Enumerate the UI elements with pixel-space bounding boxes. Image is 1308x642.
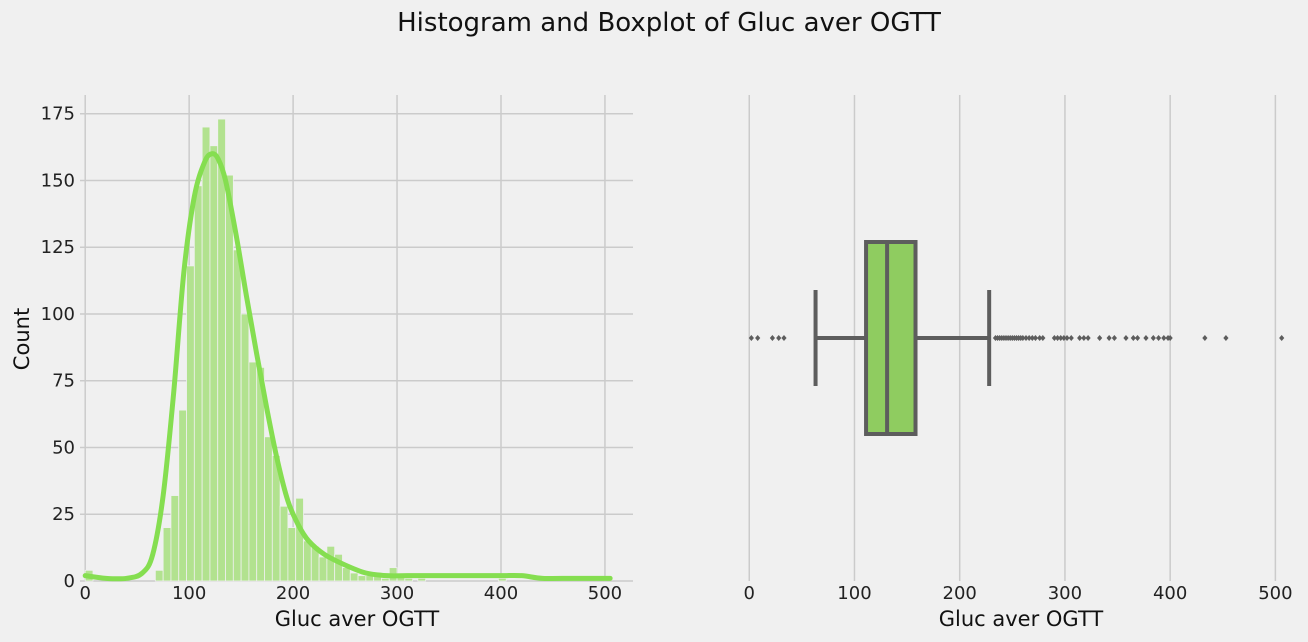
x-tick-label: 0 xyxy=(79,583,90,604)
x-tick-label: 200 xyxy=(276,583,310,604)
outlier-point xyxy=(1029,335,1035,341)
histogram-bar xyxy=(162,527,172,582)
outlier-point xyxy=(1097,335,1103,341)
x-tick-label: 300 xyxy=(380,583,414,604)
outlier-point xyxy=(1134,335,1141,341)
y-tick-label: 100 xyxy=(41,304,75,325)
y-tick-label: 150 xyxy=(41,170,75,191)
boxplot-box xyxy=(864,240,918,436)
outlier-point xyxy=(1106,335,1112,341)
histogram-bar xyxy=(287,527,297,582)
histogram-bar xyxy=(225,174,234,582)
outlier-point xyxy=(1061,335,1067,341)
outlier-point xyxy=(1130,335,1136,341)
x-tick-label: 300 xyxy=(1048,583,1082,604)
x-tick-label: 0 xyxy=(744,583,755,604)
box-iqr xyxy=(864,240,918,436)
outlier-point xyxy=(1051,335,1058,341)
histogram-bar xyxy=(232,249,242,582)
outlier-point xyxy=(1202,335,1208,341)
histogram-bar xyxy=(342,567,351,582)
histogram-y-axis-label: Count xyxy=(10,308,34,370)
outlier-point xyxy=(1020,335,1026,341)
boxplot-whiskers xyxy=(813,290,992,386)
outlier-point xyxy=(1123,335,1129,341)
histogram-bars xyxy=(84,118,507,582)
x-tick-label: 400 xyxy=(1153,583,1187,604)
outlier-point xyxy=(1279,335,1285,341)
y-tick-label: 50 xyxy=(52,437,75,458)
histogram-bar xyxy=(417,577,427,582)
outlier-point xyxy=(1161,335,1167,341)
x-tick-label: 500 xyxy=(1258,583,1292,604)
outlier-point xyxy=(1026,335,1032,341)
x-tick-label: 100 xyxy=(837,583,871,604)
histogram-bar xyxy=(201,126,211,582)
x-tick-label: 200 xyxy=(943,583,977,604)
histogram-bar xyxy=(264,436,273,582)
histogram-panel: 0 100 200 300 400 500 0 25 50 75 100 125 150 175 Glu… xyxy=(10,95,633,631)
outlier-point xyxy=(769,335,776,341)
outlier-point xyxy=(755,335,761,341)
histogram-bar xyxy=(295,497,304,582)
outlier-point xyxy=(1223,335,1229,341)
histogram-bar xyxy=(404,577,414,582)
y-tick-label: 125 xyxy=(41,237,75,258)
outlier-point xyxy=(1155,335,1162,341)
histogram-bar xyxy=(186,265,195,582)
histogram-bar xyxy=(349,572,359,582)
histogram-x-tick-labels: 0 100 200 300 400 500 xyxy=(79,583,622,604)
y-tick-label: 175 xyxy=(41,104,75,125)
histogram-bar xyxy=(248,361,258,582)
histogram-bar xyxy=(240,313,250,582)
outlier-point xyxy=(748,335,754,341)
outlier-point xyxy=(1054,335,1061,341)
figure-title: Histogram and Boxplot of Gluc aver OGTT xyxy=(397,8,941,38)
histogram-bar xyxy=(178,409,187,582)
y-tick-label: 0 xyxy=(64,571,75,592)
outlier-point xyxy=(1081,335,1087,341)
x-tick-label: 100 xyxy=(172,583,206,604)
histogram-bar xyxy=(193,185,203,582)
histogram-x-axis-label: Gluc aver OGTT xyxy=(275,607,440,631)
boxplot-panel: 0 100 200 300 400 500 Gluc aver OGTT xyxy=(744,95,1293,631)
outlier-point xyxy=(1143,335,1149,341)
outlier-point xyxy=(1111,335,1117,341)
histogram-bar xyxy=(279,505,289,582)
histogram-bar xyxy=(170,495,180,582)
histogram-grid xyxy=(80,95,633,582)
y-tick-label: 75 xyxy=(52,371,75,392)
histogram-bar xyxy=(381,577,390,582)
boxplot-x-axis-label: Gluc aver OGTT xyxy=(939,607,1104,631)
outlier-point xyxy=(1032,335,1039,341)
outlier-point xyxy=(1064,335,1070,341)
histogram-bar xyxy=(326,545,336,582)
histogram-y-tick-labels: 0 25 50 75 100 125 150 175 xyxy=(41,104,75,592)
histogram-bar xyxy=(357,575,367,582)
histogram-bar xyxy=(217,118,226,582)
outlier-point xyxy=(1077,335,1083,341)
boxplot-x-tick-labels: 0 100 200 300 400 500 xyxy=(744,583,1293,604)
histogram-bar xyxy=(497,577,507,582)
outlier-point xyxy=(1068,335,1074,341)
outlier-point xyxy=(1023,335,1029,341)
outlier-point xyxy=(776,335,782,341)
x-tick-label: 500 xyxy=(588,583,622,604)
histogram-bar xyxy=(303,540,312,582)
outlier-point xyxy=(1037,335,1043,341)
histogram-bar xyxy=(318,556,328,582)
y-tick-label: 25 xyxy=(52,504,75,525)
histogram-bar xyxy=(154,569,164,582)
outlier-point xyxy=(1058,335,1064,341)
outlier-point xyxy=(1040,335,1046,341)
outlier-point xyxy=(781,335,787,341)
outlier-point xyxy=(1085,335,1091,341)
histogram-bar xyxy=(209,145,219,582)
boxplot-outliers xyxy=(748,335,1285,341)
outlier-point xyxy=(1167,335,1173,341)
outlier-point xyxy=(1150,335,1156,341)
kde-curve xyxy=(82,151,613,582)
x-tick-label: 400 xyxy=(484,583,518,604)
